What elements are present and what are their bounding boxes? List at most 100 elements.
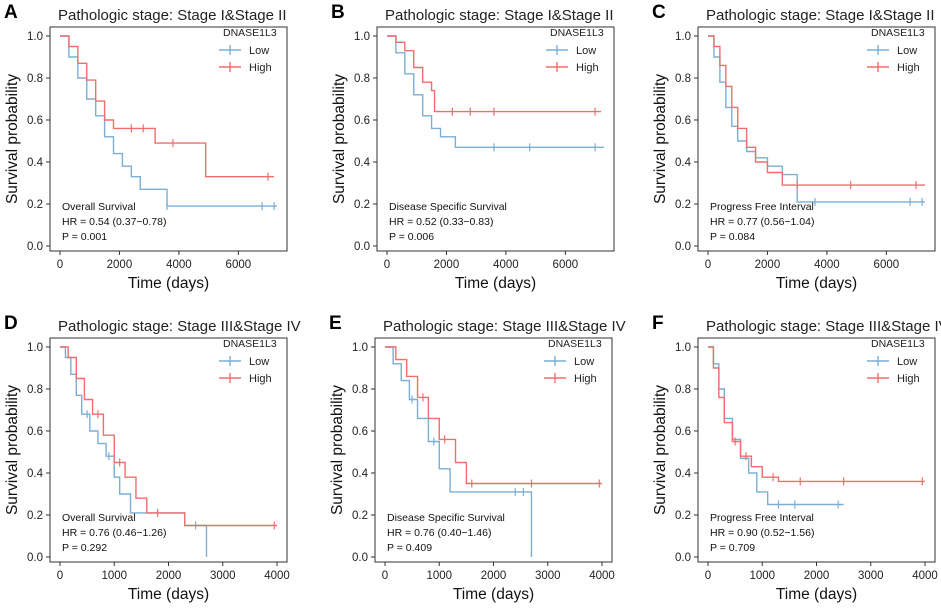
y-tick-label: 0.0: [675, 241, 691, 253]
x-tick-label: 0: [382, 570, 388, 582]
chart-title: Pathologic stage: Stage III&Stage IV: [58, 318, 301, 335]
y-tick-label: 0.2: [675, 199, 691, 211]
p-value: P = 0.084: [710, 231, 755, 243]
survival-type: Overall Survival: [62, 201, 136, 213]
x-axis-label: Time (days): [776, 586, 857, 603]
chart-title: Pathologic stage: Stage III&Stage IV: [706, 318, 941, 335]
legend-title: DNASE1L3: [871, 338, 925, 350]
y-tick-label: 0.8: [27, 384, 43, 396]
panel-e: E Pathologic stage: Stage III&Stage IV 0.0…: [329, 313, 626, 603]
p-value: P = 0.292: [62, 542, 107, 554]
x-tick-label: 6000: [874, 259, 900, 271]
p-value: P = 0.409: [387, 542, 432, 554]
panel-d: D Pathologic stage: Stage III&Stage IV 0.0…: [4, 313, 301, 603]
x-axis-label: Time (days): [453, 586, 534, 603]
legend-label-high: High: [574, 373, 597, 385]
hazard-ratio: HR = 0.76 (0.46−1.26): [62, 527, 166, 539]
y-tick-label: 0.0: [352, 552, 368, 564]
x-tick-label: 4000: [493, 259, 519, 271]
series-line-high: [60, 35, 275, 178]
x-tick-label: 1000: [749, 570, 775, 582]
series-line-high: [60, 346, 277, 527]
x-tick-label: 2000: [481, 570, 507, 582]
legend-label-low: Low: [249, 45, 269, 57]
x-tick-label: 1000: [426, 570, 452, 582]
survival-type: Progress Free Interval: [710, 201, 814, 213]
legend-title: DNASE1L3: [223, 27, 277, 39]
y-tick-label: 0.2: [354, 199, 370, 211]
y-tick-label: 0.8: [27, 73, 43, 85]
y-tick-label: 0.4: [354, 157, 371, 169]
x-tick-label: 4000: [166, 259, 192, 271]
chart-title: Pathologic stage: Stage I&Stage II: [58, 7, 287, 24]
hazard-ratio: HR = 0.77 (0.56−1.04): [710, 216, 814, 228]
x-tick-label: 1000: [101, 570, 127, 582]
x-tick-label: 2000: [755, 259, 781, 271]
legend-label-low: Low: [897, 45, 917, 57]
series-line-low: [387, 35, 604, 148]
y-tick-label: 0.0: [675, 552, 691, 564]
legend-label-high: High: [576, 62, 599, 74]
y-axis-label: Survival probability: [4, 385, 21, 515]
y-tick-label: 0.0: [27, 241, 43, 253]
y-tick-label: 0.4: [675, 468, 692, 480]
y-tick-label: 0.6: [352, 426, 368, 438]
x-tick-label: 2000: [434, 259, 460, 271]
y-tick-label: 0.8: [352, 384, 368, 396]
y-tick-label: 0.6: [675, 426, 691, 438]
plot-frame: [49, 26, 288, 252]
legend-title: DNASE1L3: [550, 27, 604, 39]
survival-type: Disease Specific Survival: [389, 201, 507, 213]
series-line-low: [60, 35, 277, 207]
y-tick-label: 0.6: [354, 115, 370, 127]
y-tick-label: 0.2: [27, 510, 43, 522]
y-axis-label: Survival probability: [652, 74, 669, 204]
panel-f: F Pathologic stage: Stage III&Stage IV 0.0…: [652, 313, 941, 603]
y-tick-label: 0.6: [675, 115, 691, 127]
y-tick-label: 1.0: [354, 31, 370, 43]
chart-title: Pathologic stage: Stage III&Stage IV: [383, 318, 626, 335]
legend-label-low: Low: [249, 356, 269, 368]
x-tick-label: 2000: [156, 570, 182, 582]
x-axis-label: Time (days): [128, 586, 209, 603]
hazard-ratio: HR = 0.54 (0.37−0.78): [62, 216, 166, 228]
series-line-high: [387, 35, 602, 113]
panel-c: C Pathologic stage: Stage I&Stage II 0.0 0.…: [652, 2, 936, 292]
y-tick-label: 1.0: [27, 31, 43, 43]
survival-type: Progress Free Interval: [710, 512, 814, 524]
legend-label-high: High: [897, 373, 920, 385]
y-tick-label: 0.2: [352, 510, 368, 522]
x-tick-label: 4000: [264, 570, 290, 582]
series-line-low: [385, 346, 533, 557]
series-line-low: [708, 346, 844, 506]
y-tick-label: 0.2: [675, 510, 691, 522]
x-axis-label: Time (days): [128, 275, 209, 292]
series-line-high: [385, 346, 602, 485]
panel-letter: D: [4, 313, 18, 334]
y-axis-label: Survival probability: [4, 74, 21, 204]
y-tick-label: 0.2: [27, 199, 43, 211]
series-line-high: [708, 35, 925, 186]
x-tick-label: 4000: [589, 570, 615, 582]
legend-title: DNASE1L3: [871, 27, 925, 39]
y-tick-label: 1.0: [352, 342, 368, 354]
x-tick-label: 0: [57, 259, 63, 271]
plot-frame: [376, 26, 615, 252]
x-axis-label: Time (days): [455, 275, 536, 292]
panel-letter: C: [652, 2, 666, 23]
panel-letter: E: [329, 313, 342, 334]
plot-frame: [697, 26, 936, 252]
chart-title: Pathologic stage: Stage I&Stage II: [706, 7, 935, 24]
x-tick-label: 0: [705, 570, 711, 582]
x-tick-label: 4000: [814, 259, 840, 271]
y-tick-label: 0.4: [27, 468, 44, 480]
survival-type: Overall Survival: [62, 512, 136, 524]
y-tick-label: 0.6: [27, 426, 43, 438]
panel-b: B Pathologic stage: Stage I&Stage II 0.0 0.…: [331, 2, 615, 292]
y-tick-label: 1.0: [27, 342, 43, 354]
panel-a: A Pathologic stage: Stage I&Stage II 0.0 0.…: [4, 2, 288, 292]
y-tick-label: 0.4: [352, 468, 369, 480]
legend-label-low: Low: [576, 45, 596, 57]
y-tick-label: 0.4: [27, 157, 44, 169]
legend-label-high: High: [897, 62, 920, 74]
